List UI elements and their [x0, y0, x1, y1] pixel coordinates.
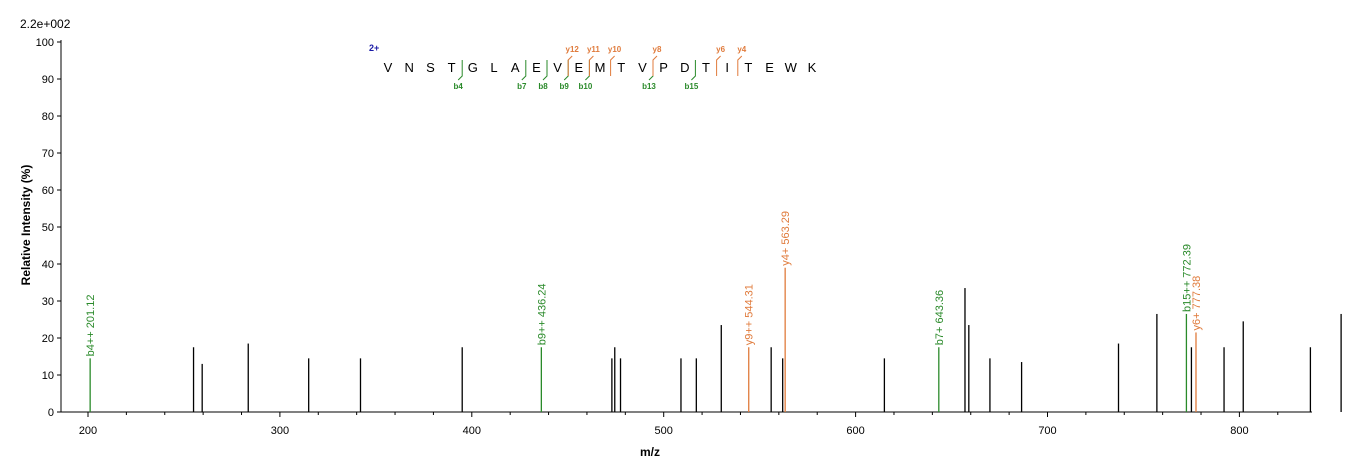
y-ion-label: y6	[716, 45, 725, 54]
y-ion-bracket	[716, 55, 721, 76]
y-tick-label: 80	[42, 111, 54, 123]
y-tick-label: 50	[42, 222, 54, 234]
sequence-residue: I	[725, 60, 729, 75]
y-tick-label: 90	[42, 74, 54, 86]
y-ion-label: y8	[653, 45, 662, 54]
y-tick-label: 100	[36, 37, 54, 49]
sequence-residue: T	[702, 60, 710, 75]
b-ion-bracket	[521, 60, 527, 81]
b-ion-bracket	[457, 60, 463, 81]
sequence-residue: G	[468, 60, 478, 75]
y-ion-bracket	[610, 55, 615, 76]
sequence-residue: T	[448, 60, 456, 75]
sequence-residue: E	[532, 60, 541, 75]
y-ion-bracket	[567, 55, 573, 76]
sequence-residue: P	[659, 60, 668, 75]
x-axis-title: m/z	[640, 445, 660, 459]
y-tick-label: 0	[48, 407, 54, 419]
x-tick-label: 500	[655, 425, 673, 437]
b-ion-bracket	[691, 60, 696, 81]
b-ion-bracket	[563, 60, 569, 81]
sequence-residue: M	[595, 60, 606, 75]
sequence-residue: D	[680, 60, 689, 75]
y-tick-label: 70	[42, 148, 54, 160]
sequence-residue: L	[490, 60, 497, 75]
x-tick-label: 400	[463, 425, 481, 437]
b-ion-label: b4	[454, 82, 464, 91]
sequence-residue: V	[384, 60, 393, 75]
x-tick-label: 300	[271, 425, 289, 437]
sequence-residue: W	[785, 60, 798, 75]
y-ion-label: y4	[737, 45, 746, 54]
b-ion-label: b7	[517, 82, 527, 91]
b-ion-label: b13	[642, 82, 656, 91]
sequence-residue: K	[808, 60, 817, 75]
peak-label-b: b7+ 643.36	[934, 290, 946, 345]
b-ion-bracket	[648, 60, 654, 81]
sequence-residue: N	[405, 60, 414, 75]
charge-state-label: 2+	[369, 43, 379, 53]
sequence-residue: V	[553, 60, 562, 75]
y-tick-label: 40	[42, 259, 54, 271]
b-ion-label: b15	[685, 82, 699, 91]
peak-label-b: b15++ 772.39	[1181, 244, 1193, 312]
b-ion-label: b8	[538, 82, 548, 91]
sequence-residue: S	[426, 60, 435, 75]
peak-label-b: b4++ 201.12	[85, 295, 97, 357]
y-ion-bracket	[588, 55, 594, 76]
b-ion-label: b9	[560, 82, 570, 91]
x-tick-label: 700	[1038, 425, 1056, 437]
sequence-residue: T	[744, 60, 752, 75]
peak-label-y: y9++ 544.31	[744, 284, 756, 345]
peak-label-y: y6+ 777.38	[1191, 276, 1203, 331]
y-ion-label: y11	[587, 45, 600, 54]
y-tick-label: 10	[42, 370, 54, 382]
y-tick-label: 20	[42, 333, 54, 345]
x-tick-label: 200	[79, 425, 97, 437]
sequence-residue: T	[617, 60, 625, 75]
sequence-residue: V	[638, 60, 647, 75]
peak-labels-layer: b4++ 201.12 b9++ 436.24 y9++ 544.31 y4+ 563…	[85, 211, 1203, 357]
x-tick-label: 800	[1230, 425, 1248, 437]
peak-label-b: b9++ 436.24	[536, 283, 548, 345]
y-tick-label: 30	[42, 296, 54, 308]
sequence-residue: A	[511, 60, 520, 75]
y-axis-title: Relative Intensity (%)	[19, 165, 33, 286]
x-tick-label: 600	[846, 425, 864, 437]
y-ion-label: y10	[608, 45, 622, 54]
sequence-annotation: 2+V N S T G L A E V E M T V P D T I T E W Kb4 b7 b8 b9 b10 b13 b15…	[369, 43, 817, 91]
b-ion-label: b10	[579, 82, 593, 91]
y-tick-label: 60	[42, 185, 54, 197]
peaks-layer	[89, 267, 1342, 412]
y-ion-label: y12	[566, 45, 580, 54]
y-ion-bracket	[737, 55, 743, 76]
y-ion-bracket	[652, 55, 658, 76]
axes: 0 10 20 30 40 50 60 70 80 90 100 200 300 400 500 600 700…	[36, 37, 1312, 437]
intensity-scale-label: 2.2e+002	[20, 17, 71, 31]
sequence-residue: E	[574, 60, 583, 75]
peak-label-y: y4+ 563.29	[780, 211, 792, 266]
sequence-residue: E	[765, 60, 774, 75]
b-ion-bracket	[542, 60, 548, 81]
b-ion-bracket	[585, 60, 590, 81]
